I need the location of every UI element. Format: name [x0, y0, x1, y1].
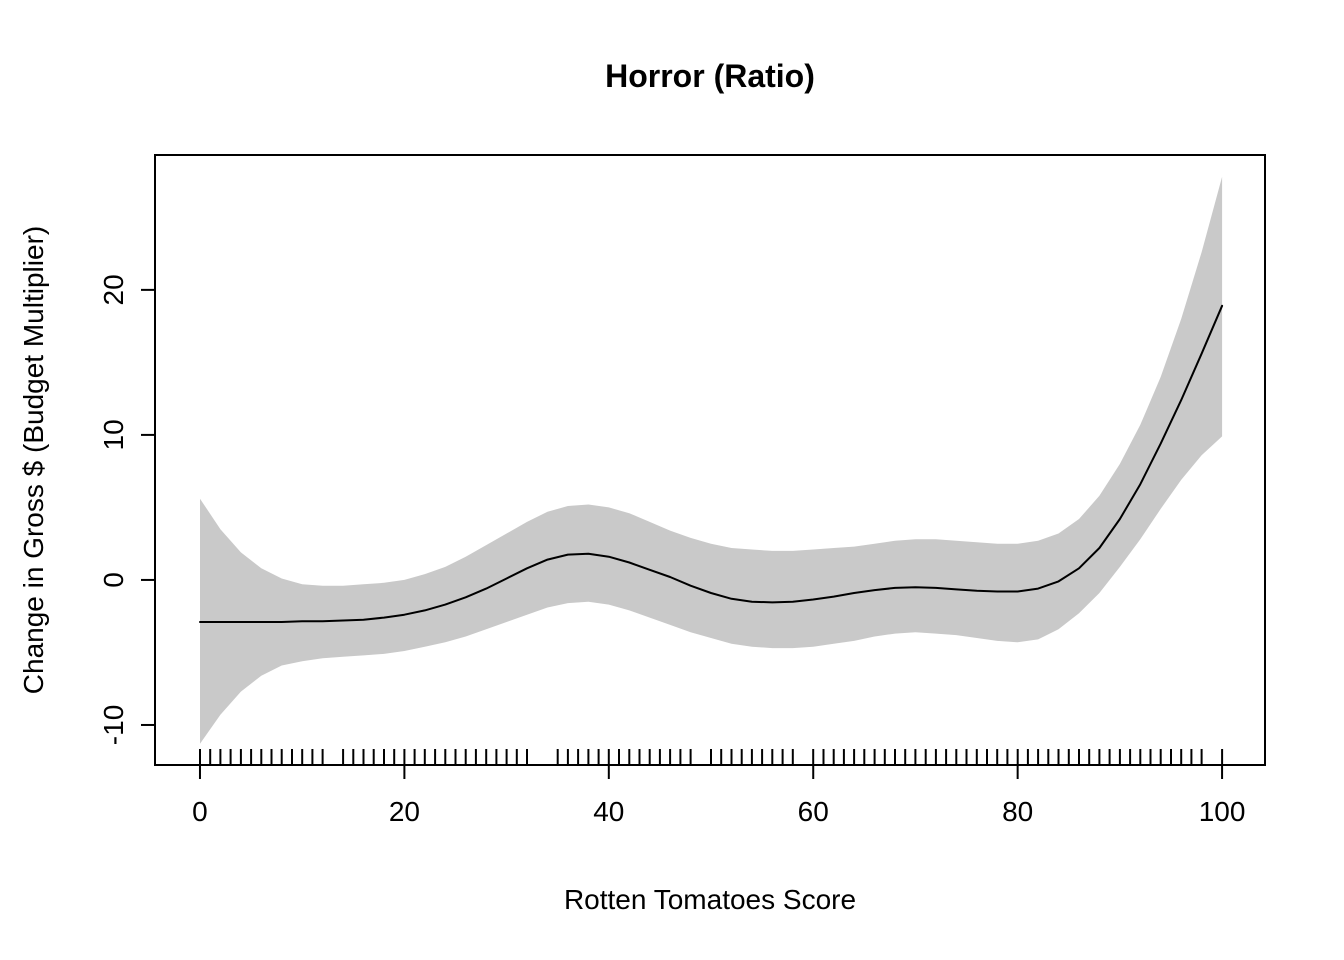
y-tick-label: 10: [98, 419, 129, 450]
x-tick-label: 40: [593, 796, 624, 827]
x-tick-label: 80: [1002, 796, 1033, 827]
x-tick-label: 100: [1199, 796, 1246, 827]
chart-title: Horror (Ratio): [605, 58, 815, 94]
y-axis-label: Change in Gross $ (Budget Multiplier): [18, 225, 49, 695]
fit-line: [199, 304, 1224, 623]
x-tick-label: 20: [389, 796, 420, 827]
plot-box: [154, 154, 1266, 766]
x-tick-label: 0: [192, 796, 208, 827]
y-tick-label: 20: [98, 274, 129, 305]
y-tick-label: -10: [98, 705, 129, 745]
x-tick-label: 60: [798, 796, 829, 827]
x-axis-label: Rotten Tomatoes Score: [563, 884, 857, 915]
y-tick-label: 0: [98, 572, 129, 588]
confidence-band: [200, 176, 1223, 744]
